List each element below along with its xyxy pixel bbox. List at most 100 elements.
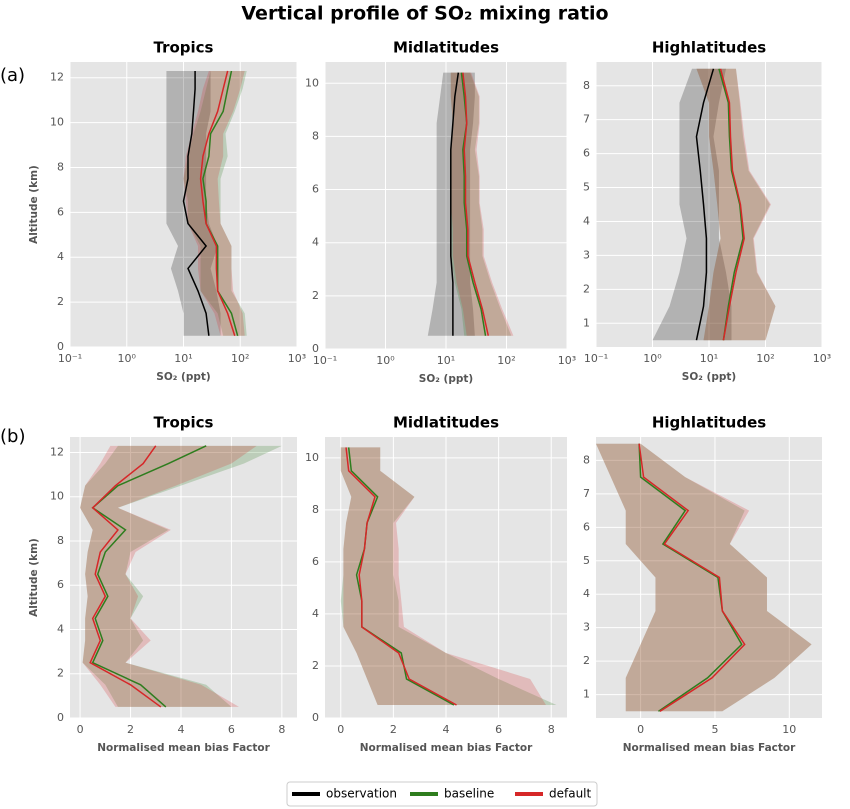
x-tick-label: 10⁻¹: [584, 352, 608, 365]
y-tick-label: 6: [312, 183, 319, 196]
y-tick-label: 4: [583, 587, 590, 600]
x-tick-label: 4: [443, 723, 450, 736]
plot-background: [596, 437, 822, 718]
panel-title: Highlatitudes: [652, 414, 766, 432]
profile-line: [347, 447, 455, 706]
x-axis-label: Normalised mean bias Factor: [97, 742, 270, 754]
profile-line: [638, 443, 746, 712]
x-tick-label: 10⁰: [118, 352, 137, 365]
y-tick-label: 7: [583, 113, 590, 126]
x-axis-label: Normalised mean bias Factor: [623, 742, 796, 754]
y-tick-label: 0: [312, 711, 319, 724]
x-tick-label: 10²: [497, 354, 515, 367]
x-tick-label: 2: [127, 723, 134, 736]
range-band: [80, 445, 282, 707]
range-band: [183, 70, 247, 336]
y-tick-label: 10: [50, 490, 64, 503]
x-tick-label: 4: [177, 723, 184, 736]
x-tick-label: 10¹: [437, 354, 455, 367]
legend-label: default: [549, 787, 592, 801]
profile-line: [695, 68, 715, 341]
x-tick-label: 8: [548, 723, 555, 736]
y-tick-label: 4: [312, 236, 319, 249]
y-tick-label: 2: [57, 295, 64, 308]
y-tick-label: 0: [312, 342, 319, 355]
range-band: [340, 447, 557, 705]
y-tick-label: 10: [305, 451, 319, 464]
y-tick-label: 6: [57, 205, 64, 218]
y-tick-label: 3: [583, 621, 590, 634]
range-band: [340, 447, 546, 705]
profile-line: [182, 70, 210, 336]
y-tick-label: 1: [583, 688, 590, 701]
range-band: [166, 70, 221, 336]
figure-title: Vertical profile of SO₂ mixing ratio: [241, 3, 608, 25]
x-axis-label: SO₂ (ppt): [682, 371, 736, 383]
x-tick-label: 10¹: [174, 352, 192, 365]
profile-line: [89, 445, 162, 708]
y-tick-label: 4: [57, 622, 64, 635]
y-tick-label: 12: [50, 71, 64, 84]
x-tick-label: 10: [782, 723, 796, 736]
x-axis-label: Normalised mean bias Factor: [360, 742, 533, 754]
panel-label: (b): [0, 426, 25, 447]
range-band: [696, 68, 776, 341]
y-tick-label: 6: [57, 578, 64, 591]
profile-line: [199, 70, 236, 337]
y-tick-label: 6: [312, 555, 319, 568]
x-tick-label: 0: [77, 723, 84, 736]
panel-title: Midlatitudes: [393, 39, 499, 57]
x-tick-label: 5: [711, 723, 718, 736]
range-band: [696, 68, 776, 341]
profile-line: [450, 72, 460, 336]
y-axis-label: Altitude (km): [28, 538, 40, 617]
y-tick-label: 3: [583, 248, 590, 261]
range-band: [596, 443, 812, 712]
y-tick-label: 10: [305, 76, 319, 89]
x-axis-label: SO₂ (ppt): [419, 373, 473, 385]
y-tick-label: 5: [583, 554, 590, 567]
y-tick-label: 2: [57, 667, 64, 680]
y-axis-label: Altitude (km): [28, 165, 40, 244]
x-tick-label: 6: [228, 723, 235, 736]
y-tick-label: 8: [583, 79, 590, 92]
range-band: [450, 72, 514, 336]
y-tick-label: 1: [583, 316, 590, 329]
profile-line: [719, 68, 745, 341]
x-tick-label: 10¹: [700, 352, 718, 365]
x-tick-label: 10³: [558, 354, 576, 367]
y-tick-label: 12: [50, 445, 64, 458]
y-tick-label: 6: [583, 520, 590, 533]
legend-label: observation: [326, 787, 397, 801]
profile-line: [462, 72, 490, 336]
y-tick-label: 5: [583, 181, 590, 194]
y-tick-label: 4: [312, 607, 319, 620]
y-tick-label: 2: [312, 289, 319, 302]
y-tick-label: 8: [312, 129, 319, 142]
y-tick-label: 2: [583, 282, 590, 295]
y-tick-label: 0: [57, 340, 64, 353]
profile-line: [91, 445, 207, 708]
y-tick-label: 2: [583, 654, 590, 667]
x-tick-label: 10²: [756, 352, 774, 365]
y-tick-label: 10: [50, 116, 64, 129]
x-tick-label: 0: [637, 723, 644, 736]
panel-title: Tropics: [154, 39, 214, 57]
panel-label: (a): [0, 65, 25, 86]
legend-label: baseline: [444, 787, 494, 801]
range-band: [80, 445, 257, 707]
range-band: [652, 68, 732, 341]
y-tick-label: 2: [312, 659, 319, 672]
x-tick-label: 10³: [813, 352, 831, 365]
plot-background: [70, 437, 297, 718]
y-tick-label: 8: [312, 503, 319, 516]
y-tick-label: 4: [57, 250, 64, 263]
panel-title: Midlatitudes: [393, 414, 499, 432]
y-tick-label: 7: [583, 487, 590, 500]
range-band: [596, 443, 812, 712]
y-tick-label: 6: [583, 147, 590, 160]
x-tick-label: 10⁻¹: [313, 354, 337, 367]
panel-title: Tropics: [154, 414, 214, 432]
x-tick-label: 6: [495, 723, 502, 736]
